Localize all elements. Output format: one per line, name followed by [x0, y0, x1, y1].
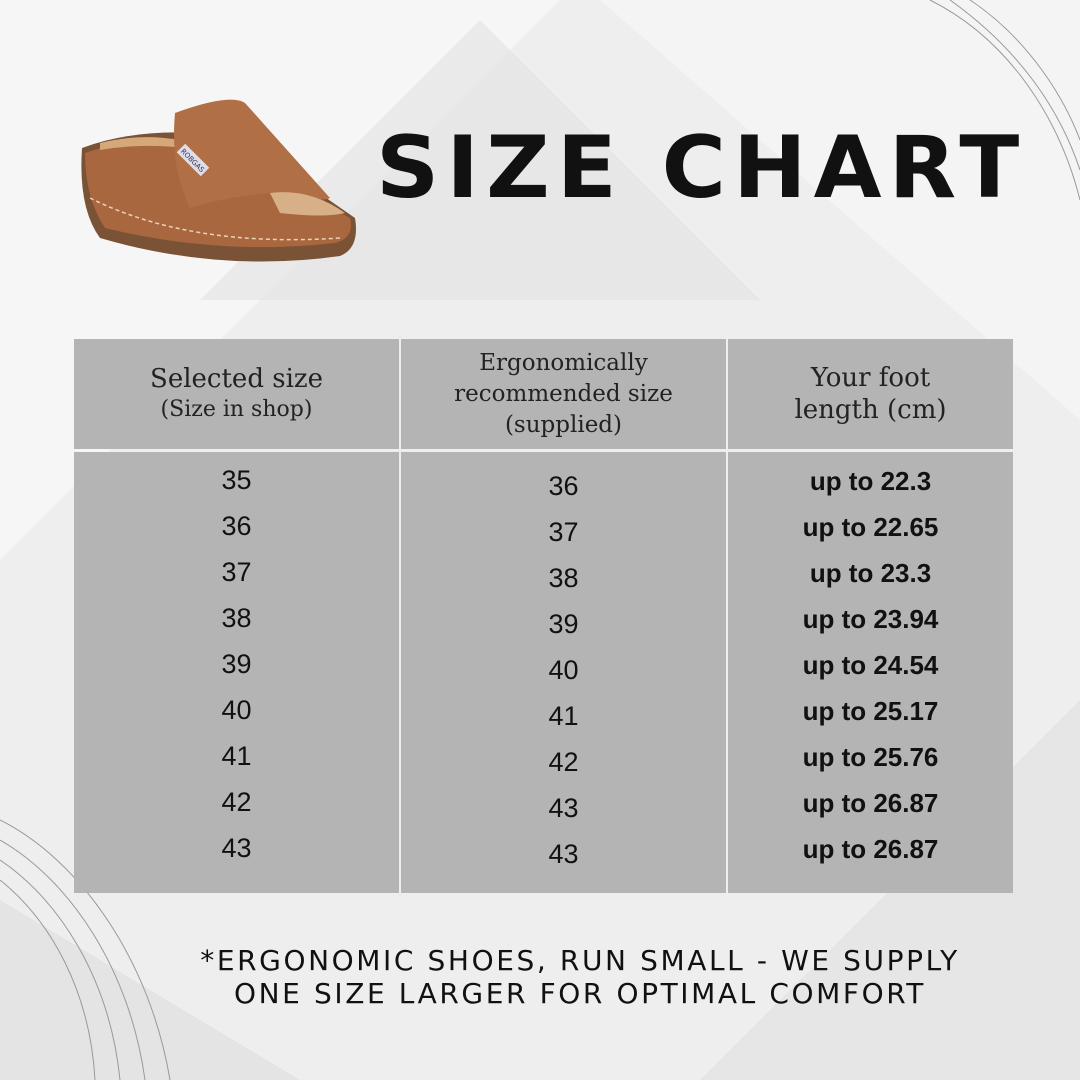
- cell-selected-size: 43: [221, 833, 252, 863]
- header-line: (supplied): [504, 411, 623, 438]
- header-line: Your foot: [810, 363, 931, 393]
- cell-foot-length: up to 25.76: [802, 742, 939, 772]
- sizing-note: *ERGONOMIC SHOES, RUN SMALL - WE SUPPLY …: [0, 944, 1080, 1010]
- cell-selected-size: 41: [221, 741, 252, 771]
- cell-selected-size: 38: [221, 603, 252, 633]
- cell-selected-size: 37: [221, 557, 252, 587]
- cell-foot-length: up to 25.17: [802, 696, 939, 726]
- cell-foot-length: up to 22.65: [802, 512, 939, 542]
- size-chart-table: Selected size (Size in shop) Ergonomical…: [74, 339, 1013, 893]
- cell-recommended-size: 42: [548, 747, 579, 777]
- header-line: length (cm): [794, 395, 947, 425]
- cell-recommended-size: 36: [548, 471, 579, 501]
- cell-foot-length: up to 22.3: [809, 466, 932, 496]
- cell-recommended-size: 40: [548, 655, 579, 685]
- cell-selected-size: 42: [221, 787, 252, 817]
- header-sub: (Size in shop): [160, 397, 313, 422]
- note-line: ONE SIZE LARGER FOR OPTIMAL COMFORT: [234, 977, 926, 1010]
- cell-recommended-size: 37: [548, 517, 579, 547]
- cell-selected-size: 39: [221, 649, 252, 679]
- cell-selected-size: 40: [221, 695, 252, 725]
- header-line: recommended size: [454, 380, 673, 407]
- header-foot-length: Your foot length (cm): [728, 339, 1013, 449]
- cell-recommended-size: 41: [548, 701, 579, 731]
- cell-recommended-size: 38: [548, 563, 579, 593]
- cell-recommended-size: 43: [548, 839, 579, 869]
- cell-foot-length: up to 24.54: [802, 650, 939, 680]
- cell-recommended-size: 43: [548, 793, 579, 823]
- cell-foot-length: up to 26.87: [802, 788, 939, 818]
- brand-tag: [176, 143, 210, 177]
- column-selected-size: 35 36 37 38 39 40 41 42 43: [74, 452, 399, 893]
- cell-foot-length: up to 23.94: [802, 604, 939, 634]
- header-main: Selected size: [150, 364, 323, 394]
- page-title: SIZE CHART: [376, 118, 1027, 218]
- column-recommended-size: 36 37 38 39 40 41 42 43 43: [401, 452, 726, 893]
- cell-selected-size: 36: [221, 511, 252, 541]
- column-foot-length: up to 22.3 up to 22.65 up to 23.3 up to 23.…: [728, 452, 1013, 893]
- sandal-product-image: ROBGAS: [81, 99, 356, 262]
- cell-recommended-size: 39: [548, 609, 579, 639]
- cell-foot-length: up to 26.87: [802, 834, 939, 864]
- header-recommended-size: Ergonomically recommended size (supplied…: [401, 339, 726, 449]
- header-selected-size: Selected size (Size in shop): [74, 339, 399, 449]
- header-line: Ergonomically: [479, 349, 648, 376]
- cell-selected-size: 35: [221, 465, 252, 495]
- cell-foot-length: up to 23.3: [809, 558, 932, 588]
- note-line: *ERGONOMIC SHOES, RUN SMALL - WE SUPPLY: [200, 944, 960, 977]
